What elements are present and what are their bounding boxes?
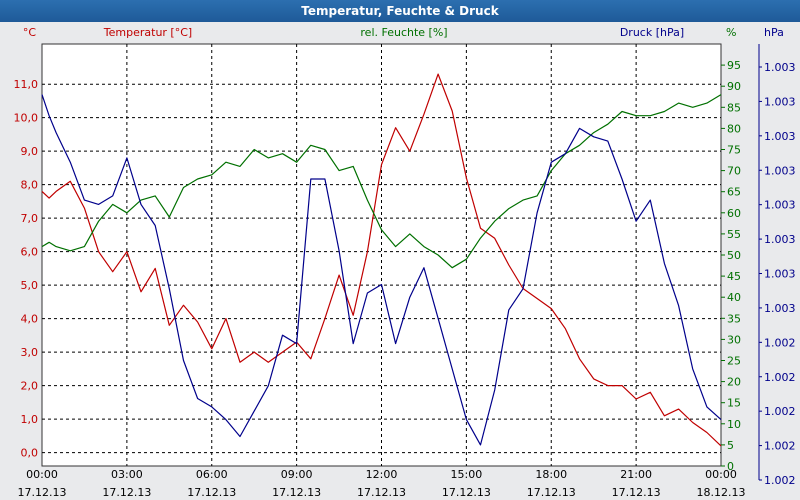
humidity-tick-label: 75 — [727, 144, 741, 157]
humidity-tick-label: 15 — [727, 397, 741, 410]
weather-line-chart: 00:00 17.12.13 03:00 17.12.13 06:00 17.12.13 0… — [14, 26, 796, 499]
x-tick-date: 17.12.13 — [272, 486, 321, 499]
temperature-series-line — [41, 73, 722, 447]
grid-lines — [42, 44, 721, 466]
pressure-tick-label: 1.002 — [764, 371, 796, 384]
temperature-tick-label: 10,0 — [14, 112, 39, 125]
pressure-tick-label: 1.003 — [764, 61, 796, 74]
humidity-axis: 0 5 10 15 20 25 30 35 40 45 50 55 60 65 70 75 80 85 90 95 — [721, 59, 741, 473]
temperature-tick-label: 11,0 — [14, 78, 39, 91]
pressure-tick-label: 1.003 — [764, 302, 796, 315]
x-tick-date: 18.12.13 — [697, 486, 746, 499]
x-tick-date: 17.12.13 — [357, 486, 406, 499]
pressure-series-line — [41, 94, 722, 446]
humidity-tick-label: 0 — [727, 460, 734, 473]
humidity-tick-label: 95 — [727, 59, 741, 72]
x-tick-date: 17.12.13 — [18, 486, 67, 499]
x-tick-time: 00:00 — [26, 468, 58, 481]
series-lines — [41, 73, 722, 447]
x-tick-time: 06:00 — [196, 468, 228, 481]
temperature-tick-label: 5,0 — [21, 279, 39, 292]
pressure-series-label: Druck [hPa] — [620, 26, 684, 39]
humidity-unit-label: % — [726, 26, 736, 39]
temperature-tick-label: 4,0 — [21, 313, 39, 326]
humidity-tick-label: 65 — [727, 186, 741, 199]
x-tick-date: 17.12.13 — [527, 486, 576, 499]
temperature-tick-label: 6,0 — [21, 246, 39, 259]
humidity-tick-label: 35 — [727, 312, 741, 325]
pressure-tick-label: 1.002 — [764, 474, 796, 487]
pressure-tick-label: 1.003 — [764, 164, 796, 177]
temperature-tick-label: 3,0 — [21, 346, 39, 359]
x-tick-time: 09:00 — [281, 468, 313, 481]
humidity-tick-label: 40 — [727, 291, 741, 304]
pressure-tick-label: 1.003 — [764, 130, 796, 143]
humidity-tick-label: 60 — [727, 207, 741, 220]
pressure-tick-label: 1.002 — [764, 405, 796, 418]
humidity-tick-label: 50 — [727, 249, 741, 262]
x-tick-date: 17.12.13 — [442, 486, 491, 499]
humidity-tick-label: 30 — [727, 333, 741, 346]
pressure-tick-label: 1.003 — [764, 199, 796, 212]
temperature-tick-label: 8,0 — [21, 179, 39, 192]
temperature-tick-label: 1,0 — [21, 413, 39, 426]
pressure-tick-label: 1.003 — [764, 233, 796, 246]
humidity-tick-label: 90 — [727, 80, 741, 93]
temperature-unit-label: °C — [23, 26, 37, 39]
temperature-tick-label: 9,0 — [21, 145, 39, 158]
pressure-tick-label: 1.002 — [764, 440, 796, 453]
humidity-tick-label: 5 — [727, 439, 734, 452]
x-tick-time: 21:00 — [620, 468, 652, 481]
temperature-tick-label: 7,0 — [21, 212, 39, 225]
humidity-series-line — [41, 94, 722, 269]
x-tick-time: 00:00 — [705, 468, 737, 481]
humidity-tick-label: 25 — [727, 355, 741, 368]
pressure-tick-label: 1.003 — [764, 268, 796, 281]
temperature-axis: 0,0 1,0 2,0 3,0 4,0 5,0 6,0 7,0 8,0 9,0 10,0 11,0 — [14, 78, 39, 459]
pressure-tick-label: 1.002 — [764, 336, 796, 349]
x-tick-date: 17.12.13 — [187, 486, 236, 499]
x-axis: 00:00 17.12.13 03:00 17.12.13 06:00 17.12.13 0… — [18, 468, 746, 499]
window-title: Temperatur, Feuchte & Druck — [0, 0, 800, 22]
pressure-unit-label: hPa — [764, 26, 784, 39]
humidity-tick-label: 85 — [727, 101, 741, 114]
temperature-tick-label: 0,0 — [21, 447, 39, 460]
pressure-tick-label: 1.003 — [764, 95, 796, 108]
x-tick-time: 18:00 — [535, 468, 567, 481]
humidity-tick-label: 10 — [727, 418, 741, 431]
humidity-tick-label: 55 — [727, 228, 741, 241]
humidity-series-label: rel. Feuchte [%] — [360, 26, 447, 39]
x-tick-time: 15:00 — [451, 468, 483, 481]
pressure-axis: 1.002 1.002 1.002 1.002 1.002 1.003 1.003 1.003… — [758, 44, 796, 487]
x-tick-time: 12:00 — [366, 468, 398, 481]
humidity-tick-label: 80 — [727, 122, 741, 135]
x-tick-date: 17.12.13 — [612, 486, 661, 499]
humidity-tick-label: 70 — [727, 165, 741, 178]
temperature-series-label: Temperatur [°C] — [103, 26, 192, 39]
x-tick-date: 17.12.13 — [102, 486, 151, 499]
humidity-tick-label: 45 — [727, 270, 741, 283]
x-tick-time: 03:00 — [111, 468, 143, 481]
humidity-tick-label: 20 — [727, 376, 741, 389]
temperature-tick-label: 2,0 — [21, 380, 39, 393]
